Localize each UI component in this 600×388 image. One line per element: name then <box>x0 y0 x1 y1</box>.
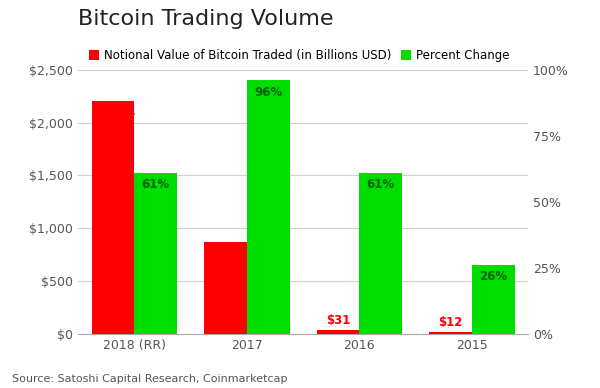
Text: Source: Satoshi Capital Research, Coinmarketcap: Source: Satoshi Capital Research, Coinma… <box>12 374 287 384</box>
Bar <box>317 331 359 334</box>
Bar <box>134 173 177 334</box>
Text: 61%: 61% <box>142 178 170 191</box>
Text: Bitcoin Trading Volume: Bitcoin Trading Volume <box>78 9 334 29</box>
Text: 61%: 61% <box>367 178 395 191</box>
Bar <box>359 173 402 334</box>
Text: $2,204: $2,204 <box>90 107 136 120</box>
Text: $12: $12 <box>438 316 463 329</box>
Text: 26%: 26% <box>479 270 507 283</box>
Bar <box>429 333 472 334</box>
Text: 96%: 96% <box>254 86 282 99</box>
Bar <box>472 265 515 334</box>
Text: $870: $870 <box>209 248 242 261</box>
Bar <box>91 101 134 334</box>
Bar <box>247 80 290 334</box>
Text: $31: $31 <box>326 314 350 327</box>
Bar <box>204 242 247 334</box>
Legend: Notional Value of Bitcoin Traded (in Billions USD), Percent Change: Notional Value of Bitcoin Traded (in Bil… <box>84 44 514 66</box>
